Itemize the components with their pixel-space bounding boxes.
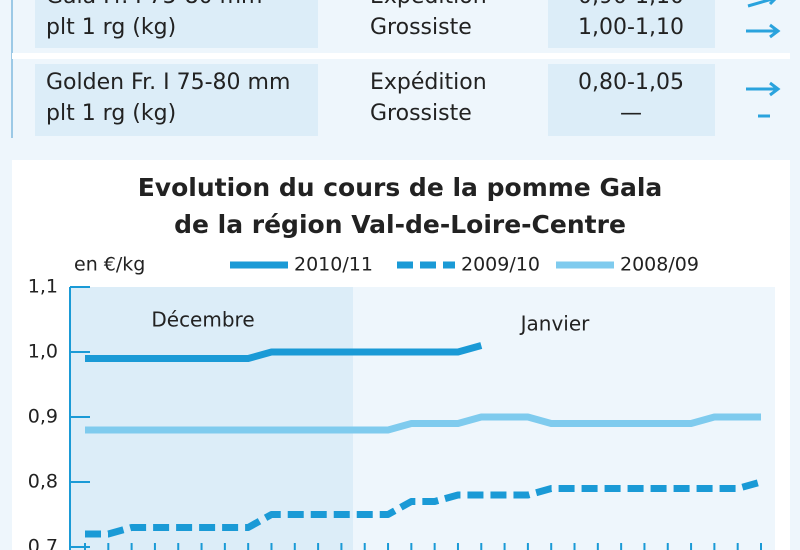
price: —	[620, 101, 642, 126]
product: Golden Fr. I 75-80 mm	[46, 70, 290, 95]
legend-label: 2009/10	[461, 254, 540, 276]
y-tick-label: 1,1	[28, 276, 58, 298]
cell	[548, 0, 715, 48]
stage: Expédition	[370, 0, 487, 9]
cell	[35, 64, 318, 136]
month-label: Décembre	[151, 308, 254, 332]
product: Gala Fr. I 75-80 mm	[46, 0, 262, 9]
legend-label: 2008/09	[620, 254, 699, 276]
price: 1,00-1,10	[578, 15, 684, 40]
y-tick-label: 1,0	[28, 341, 58, 363]
y-axis-label: en €/kg	[74, 254, 145, 276]
series-line	[85, 342, 483, 362]
stage: Grossiste	[370, 15, 472, 40]
product: plt 1 rg (kg)	[46, 15, 176, 40]
product: plt 1 rg (kg)	[46, 101, 176, 126]
cell	[548, 64, 715, 136]
y-tick-label: 0,7	[28, 536, 58, 550]
stage: Grossiste	[370, 101, 472, 126]
price: 0,80-1,05	[578, 70, 684, 95]
price: 0,90-1,10	[578, 0, 684, 9]
month-shade	[70, 287, 353, 550]
month-label: Janvier	[519, 312, 591, 336]
series-line	[85, 478, 762, 538]
stage: Expédition	[370, 70, 487, 95]
series-line	[85, 413, 761, 434]
legend-label: 2010/11	[294, 254, 373, 276]
cell	[35, 0, 318, 48]
chart-title: Evolution du cours de la pomme Gala	[138, 173, 663, 202]
chart-title: de la région Val-de-Loire-Centre	[174, 210, 626, 239]
y-tick-label: 0,9	[28, 406, 58, 428]
trend-arrows	[746, 0, 781, 118]
y-tick-label: 0,8	[28, 471, 58, 493]
